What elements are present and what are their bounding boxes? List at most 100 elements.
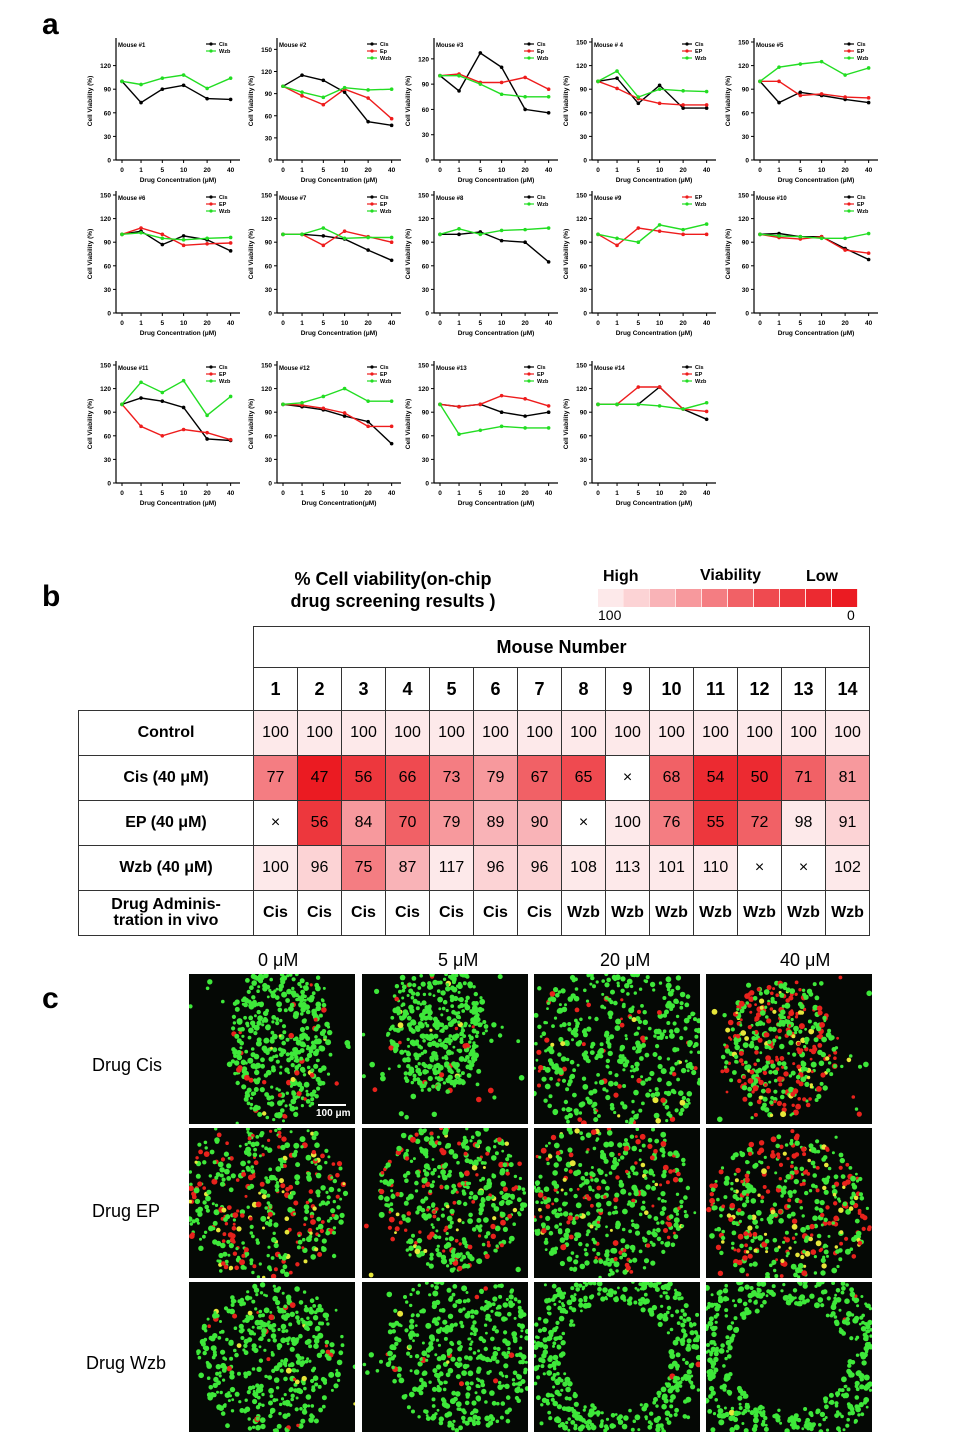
- viability-cell: 79: [473, 755, 518, 801]
- x-tick-label: 0: [758, 167, 762, 174]
- x-tick-label: 10: [180, 320, 188, 327]
- data-point: [866, 251, 871, 256]
- series-line-cis: [597, 77, 707, 109]
- micrograph-image: [534, 974, 700, 1124]
- table-corner: [78, 626, 254, 668]
- micrograph-cells: [189, 1128, 349, 1278]
- data-point: [499, 92, 504, 97]
- admin-drug-cell: Wzb: [825, 890, 870, 936]
- data-point: [160, 390, 165, 395]
- data-point: [819, 92, 824, 96]
- line-chart-panel: 0 30 60 90 120 150 0 1 5 10 20 40 Drug Concentration…: [248, 361, 401, 507]
- legend-label: Ep: [537, 49, 545, 55]
- data-point: [181, 73, 186, 77]
- y-tick-label: 60: [422, 263, 430, 270]
- x-tick-label: 0: [281, 490, 285, 497]
- admin-drug-cell: Cis: [385, 890, 430, 936]
- data-point: [546, 260, 551, 264]
- micrograph-cells: [362, 1282, 528, 1432]
- mouse-number-cell: 11: [693, 667, 738, 711]
- data-point: [866, 66, 871, 70]
- viability-cell: 73: [429, 755, 474, 801]
- scale-swatch: [754, 589, 780, 607]
- viability-cell: 55: [693, 800, 738, 846]
- data-point: [615, 243, 619, 248]
- data-point: [478, 402, 483, 407]
- viability-cell: 65: [561, 755, 606, 801]
- y-tick-label: 90: [580, 410, 588, 417]
- row-header: Cis (40 μM): [78, 755, 254, 801]
- micrograph-image: [189, 1282, 355, 1432]
- data-point: [342, 90, 347, 94]
- table-row: Control 100 100 100 100 100 100 100 100 100 100 100…: [78, 710, 870, 756]
- series-line-ep: [282, 403, 392, 428]
- data-point: [523, 240, 527, 244]
- x-tick-label: 5: [799, 167, 803, 174]
- data-point: [366, 96, 370, 100]
- data-point: [205, 430, 209, 435]
- legend-marker: [685, 379, 689, 383]
- x-tick-label: 20: [204, 490, 212, 497]
- data-point: [843, 95, 847, 99]
- y-tick-label: 0: [425, 311, 429, 318]
- y-tick-label: 120: [418, 216, 429, 223]
- data-point: [636, 95, 641, 99]
- data-point: [438, 73, 442, 78]
- data-point: [389, 123, 394, 128]
- x-tick-label: 20: [842, 167, 850, 174]
- mouse-number-cell: 8: [561, 667, 606, 711]
- admin-label-line2: tration in vivo: [113, 912, 219, 929]
- y-tick-label: 150: [576, 363, 587, 370]
- admin-drug-cell: Cis: [253, 890, 298, 936]
- viability-cell: 70: [385, 800, 430, 846]
- admin-drug-cell: Cis: [429, 890, 474, 936]
- data-point: [139, 100, 143, 105]
- x-tick-label: 5: [322, 490, 326, 497]
- y-tick-label: 0: [745, 311, 749, 318]
- x-tick-label: 10: [180, 490, 188, 497]
- legend-marker: [209, 42, 213, 46]
- x-tick-label: 20: [842, 320, 850, 327]
- viability-cell: 100: [605, 710, 650, 756]
- x-tick-label: 40: [865, 167, 873, 174]
- x-tick-label: 0: [120, 490, 124, 497]
- series-line-cis: [282, 403, 393, 445]
- data-point: [342, 411, 347, 415]
- x-tick-label: 1: [777, 167, 781, 174]
- data-point: [596, 79, 600, 84]
- y-tick-label: 120: [100, 63, 111, 70]
- legend-marker: [370, 379, 374, 383]
- data-point: [300, 232, 304, 237]
- x-tick-label: 40: [703, 320, 711, 327]
- data-point: [657, 385, 662, 389]
- data-point: [546, 426, 551, 430]
- legend-label: Cis: [537, 42, 546, 48]
- data-point: [523, 94, 527, 99]
- admin-drug-cell: Cis: [297, 890, 342, 936]
- viability-cell: ×: [605, 755, 650, 801]
- legend-label: Cis: [695, 42, 704, 48]
- x-tick-label: 5: [799, 320, 803, 327]
- viability-cell: 110: [693, 845, 738, 891]
- data-point: [615, 236, 619, 241]
- series-line-ep: [760, 80, 869, 99]
- x-tick-label: 5: [479, 167, 483, 174]
- x-tick-label: 1: [777, 320, 781, 327]
- micrograph-cells: [362, 974, 525, 1120]
- micrograph-cells: [534, 1282, 700, 1432]
- micrograph-image: [534, 1282, 700, 1432]
- legend-marker: [209, 379, 213, 383]
- y-tick-label: 150: [576, 193, 587, 200]
- legend-marker: [847, 195, 851, 199]
- legend-label: EP: [695, 195, 703, 201]
- data-point: [499, 393, 504, 398]
- data-point: [228, 437, 233, 442]
- data-point: [389, 399, 394, 403]
- micrograph-cells: [364, 1128, 528, 1278]
- data-point: [160, 76, 165, 80]
- x-tick-label: 1: [457, 320, 461, 327]
- line-chart-panel: 0 30 60 90 120 150 0 1 5 10 20 40 Drug Concentration…: [248, 38, 401, 184]
- y-tick-label: 150: [418, 363, 429, 370]
- data-point: [457, 227, 461, 231]
- x-tick-label: 40: [545, 320, 553, 327]
